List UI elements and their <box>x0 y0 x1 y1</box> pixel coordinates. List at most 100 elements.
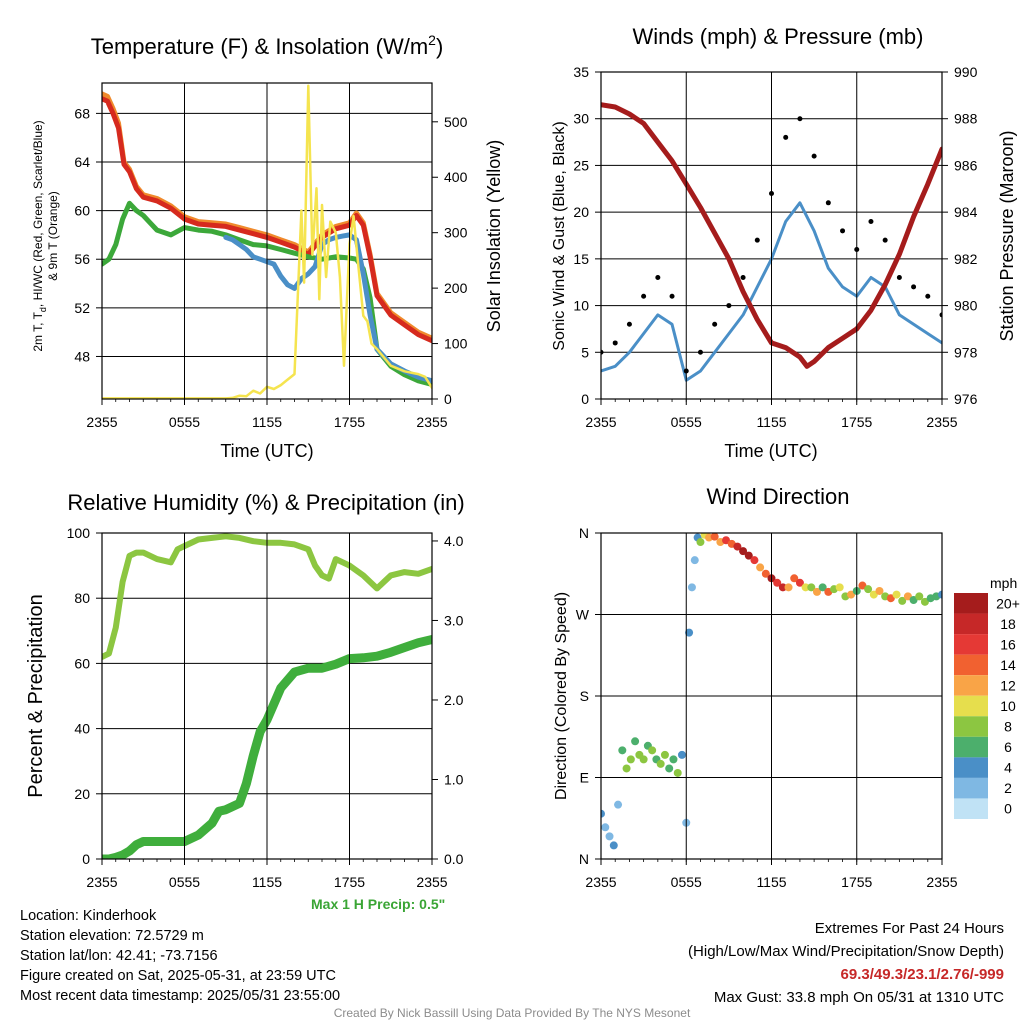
direction-point <box>875 586 884 595</box>
chart-title: Relative Humidity (%) & Precipitation (i… <box>67 490 464 515</box>
gust-point <box>601 349 604 355</box>
x-tick-label: 2355 <box>585 414 616 430</box>
chart-title-main: Temperature (F) & Insolation (W/m <box>91 34 428 59</box>
series-line-pressure <box>601 102 942 369</box>
y-tick-label: 10 <box>573 298 589 314</box>
colorbar-label: 14 <box>1000 657 1016 673</box>
direction-point <box>807 583 816 592</box>
x-tick-label: 1755 <box>841 874 872 890</box>
extremes-info: Extremes For Past 24 Hours (High/Low/Max… <box>688 917 1004 1009</box>
y-tick-label: 5 <box>581 344 589 360</box>
direction-point <box>722 536 731 545</box>
y-tick-label: 48 <box>74 348 90 364</box>
latlon-text: Station lat/lon: 42.41; -73.7156 <box>20 948 218 964</box>
series-line-insol <box>102 84 432 399</box>
gust-point <box>911 284 917 290</box>
x-tick-label: 2355 <box>416 874 447 890</box>
extremes-values: 69.3/49.3/23.1/2.76/-999 <box>840 966 1004 983</box>
gust-point <box>754 237 760 243</box>
temperature-insolation-chart: 48 52 56 60 64 68 0 100 200 300 400 500 2355 0555 1155… <box>31 32 504 461</box>
colorbar-swatch <box>954 716 988 737</box>
y-axis-label: 2m T, Td, HI/WC (Red, Green, Scarlet/Blu… <box>31 120 48 351</box>
direction-point <box>656 759 665 768</box>
y2-tick-label: 988 <box>954 111 978 127</box>
gust-point <box>825 200 831 206</box>
x-tick-label: 1155 <box>756 874 786 890</box>
plot-frame <box>101 82 433 400</box>
direction-point <box>696 538 705 547</box>
gust-point <box>868 218 874 224</box>
plot-area <box>102 84 432 399</box>
direction-point <box>677 750 686 759</box>
direction-point <box>609 841 618 850</box>
colorbar-swatch <box>954 695 988 717</box>
y-tick-label: 40 <box>74 721 90 737</box>
series-line-rh <box>102 533 432 660</box>
direction-point <box>920 597 929 606</box>
gust-point <box>882 237 888 243</box>
direction-point <box>773 578 782 587</box>
direction-point <box>818 583 827 592</box>
x-tick-label: 2355 <box>926 414 957 430</box>
x-tick-label: 1155 <box>252 414 282 430</box>
plot-frame <box>600 532 943 860</box>
y-axis-label-part: 2m T, T <box>31 311 45 351</box>
y2-tick-label: 980 <box>954 298 978 314</box>
x-tick-label: 2355 <box>86 414 117 430</box>
direction-point <box>761 569 770 578</box>
max-gust-text: Max Gust: 33.8 mph On 05/31 at 1310 UTC <box>713 989 1004 1006</box>
y2-axis-label: Station Pressure (Maroon) <box>997 130 1017 341</box>
y2-tick-label: 0 <box>444 391 452 407</box>
y2-tick-label: 300 <box>444 225 468 241</box>
direction-point <box>639 755 648 764</box>
y-tick-label: 30 <box>573 111 589 127</box>
x-tick-label: 0555 <box>169 874 200 890</box>
recent-text: Most recent data timestamp: 2025/05/31 2… <box>20 988 341 1004</box>
direction-point <box>660 750 669 759</box>
y2-tick-label: 400 <box>444 169 468 185</box>
y-tick-label: 20 <box>573 204 589 220</box>
direction-point <box>909 596 918 605</box>
chart-title: Temperature (F) & Insolation (W/m2) <box>91 32 444 59</box>
direction-point <box>858 581 867 590</box>
y2-axis-label: Solar Insolation (Yellow) <box>484 140 504 332</box>
direction-point <box>665 764 674 773</box>
colorbar-swatch <box>954 613 988 635</box>
colorbar-label: 12 <box>1000 677 1016 693</box>
gust-point <box>925 293 931 299</box>
colorbar-label: 20+ <box>996 595 1020 611</box>
gust-point <box>939 312 942 318</box>
x-tick-label: 1755 <box>334 874 365 890</box>
direction-point <box>618 746 627 755</box>
y-tick-label: N <box>579 851 589 867</box>
plot-area <box>601 533 942 850</box>
series-line-precip <box>102 635 432 859</box>
created-text: Figure created on Sat, 2025-05-31, at 23… <box>20 968 336 984</box>
colorbar-swatch <box>954 736 988 758</box>
y-tick-label: 52 <box>74 300 90 316</box>
series-line-hiwc <box>223 232 432 384</box>
direction-point <box>673 768 682 777</box>
colorbar-label: 10 <box>1000 698 1016 714</box>
direction-point <box>710 533 719 541</box>
x-tick-label: 1155 <box>756 414 786 430</box>
direction-point <box>648 746 657 755</box>
direction-point <box>687 583 696 592</box>
x-tick-label: 2355 <box>926 874 957 890</box>
colorbar-swatch <box>954 593 988 614</box>
direction-point <box>801 583 810 592</box>
y-axis-label-sub: d <box>38 307 48 312</box>
direction-point <box>938 590 942 599</box>
y-tick-label: 56 <box>74 251 90 267</box>
chart-title: Winds (mph) & Pressure (mb) <box>633 24 924 49</box>
x-tick-label: 2355 <box>86 874 117 890</box>
direction-point <box>898 596 907 605</box>
direction-point <box>669 755 678 764</box>
direction-point <box>812 587 821 596</box>
y-tick-label: 0 <box>82 851 90 867</box>
y2-tick-label: 100 <box>444 336 468 352</box>
direction-point <box>892 590 901 599</box>
colorbar-swatch <box>954 654 988 676</box>
direction-point <box>756 563 765 572</box>
winds-pressure-chart: 0 5 10 15 20 25 30 35 976 978 980 982 984 986 988 990 23… <box>551 24 1017 461</box>
